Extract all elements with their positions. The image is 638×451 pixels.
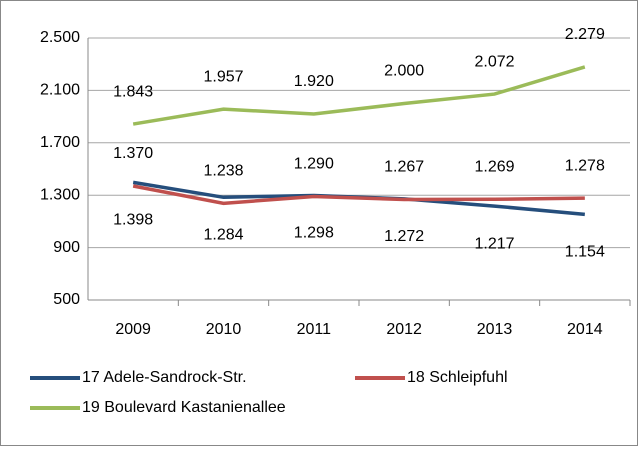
x-tick-label: 2014	[567, 321, 603, 338]
legend-label: 19 Boulevard Kastanienallee	[82, 399, 286, 416]
x-tick-label: 2012	[386, 321, 422, 338]
y-tick-label: 1.300	[40, 186, 80, 203]
data-label: 1.267	[384, 159, 424, 176]
data-label: 1.269	[474, 158, 514, 175]
y-tick-label: 500	[53, 291, 80, 308]
data-label: 1.290	[294, 156, 334, 173]
data-label: 1.843	[113, 83, 153, 100]
data-label: 2.072	[474, 53, 514, 70]
y-tick-label: 2.100	[40, 82, 80, 99]
legend-label: 18 Schleipfuhl	[407, 369, 508, 386]
series-line	[132, 184, 585, 206]
y-tick-label: 2.500	[40, 29, 80, 46]
data-label: 1.238	[203, 163, 243, 180]
data-label: 1.920	[294, 73, 334, 90]
data-label: 1.278	[565, 157, 605, 174]
data-label: 1.217	[474, 235, 514, 252]
data-label: 1.154	[565, 244, 605, 261]
data-label: 2.279	[565, 26, 605, 43]
x-tick-label: 2010	[206, 321, 242, 338]
x-tick-label: 2009	[115, 321, 151, 338]
legend-label: 17 Adele-Sandrock-Str.	[82, 369, 247, 386]
x-tick-label: 2011	[297, 321, 332, 338]
data-label: 1.272	[384, 228, 424, 245]
series-line	[132, 65, 586, 126]
data-label: 1.957	[203, 68, 243, 85]
data-label: 1.298	[294, 225, 334, 242]
data-label: 1.398	[113, 212, 153, 229]
data-label: 2.000	[384, 63, 424, 80]
data-label: 1.284	[203, 227, 243, 244]
y-tick-label: 1.700	[40, 134, 80, 151]
y-tick-label: 900	[53, 239, 80, 256]
x-tick-label: 2013	[477, 321, 513, 338]
data-label: 1.370	[113, 145, 153, 162]
